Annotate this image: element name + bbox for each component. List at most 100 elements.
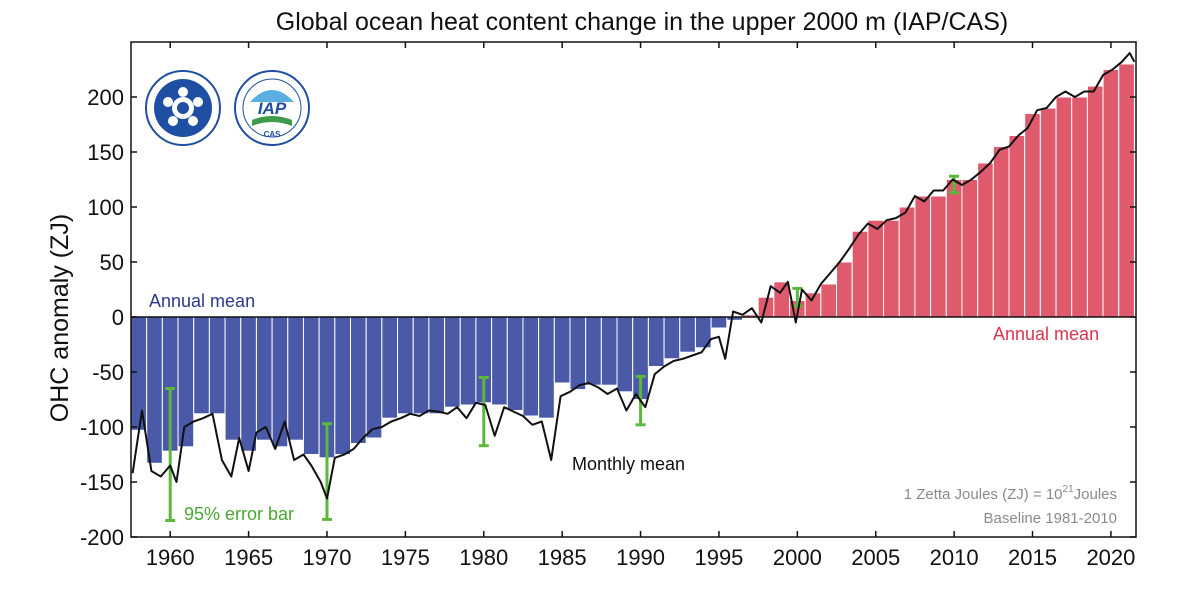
bar-2011 [961,179,979,318]
bar-2016 [1039,107,1057,318]
x-tick-label: 1975 [381,545,430,570]
x-axis: 1960 1965 1970 1975 1980 1985 1990 1995 2000 2005… [146,42,1135,570]
x-tick-label: 1970 [303,545,352,570]
bar-2003 [836,261,853,318]
error-bar-2000 [792,286,803,308]
bar-1975 [397,316,414,415]
x-tick-label: 2020 [1086,545,1135,570]
y-tick-label: -100 [80,415,124,440]
bar-1986 [569,316,587,391]
bar-1976 [412,316,430,415]
bar-1993 [679,316,696,353]
annual-mean-negative-label: Annual mean [149,291,255,311]
bar-1995 [710,316,728,329]
error-bar-1970 [321,422,332,521]
y-tick-label: 0 [112,305,124,330]
error-bar-label: 95% error bar [184,504,294,524]
bar-1977 [428,316,446,415]
bar-2004 [851,230,869,318]
error-bars [165,174,960,522]
x-tick-label: 1980 [459,545,508,570]
x-tick-label: 1985 [538,545,587,570]
x-tick-label: 2010 [930,545,979,570]
x-tick-label: 1965 [224,545,273,570]
units-note-prefix: 1 Zetta Joules (ZJ) = 10 [904,486,1063,503]
iap-logo: IAP CAS [234,70,310,146]
chart-title: Global ocean heat content change in the … [276,8,1008,36]
annual-bars [130,63,1135,464]
y-tick-label: 100 [87,195,124,220]
y-tick-label: -150 [80,470,124,495]
bar-1979 [459,316,477,406]
bar-1965 [240,316,257,452]
y-tick-label: 200 [87,85,124,110]
x-tick-label: 2005 [851,545,900,570]
bar-2013 [992,146,1010,318]
bar-1987 [585,316,602,386]
annual-mean-positive-label: Annual mean [993,324,1099,344]
error-bar-2010 [949,174,960,195]
bar-1959 [146,316,163,464]
bar-1969 [302,316,320,455]
bar-1981 [491,316,508,406]
bar-1978 [444,316,461,408]
bar-1968 [287,316,304,441]
bar-2006 [883,219,900,318]
bar-1983 [522,316,540,417]
bar-1973 [365,316,383,439]
baseline-note: Baseline 1981-2010 [984,510,1117,527]
bar-2010 [945,179,963,318]
bar-1999 [773,281,791,318]
bar-1963 [208,316,226,415]
x-tick-label: 1990 [616,545,665,570]
bar-1988 [600,316,618,386]
svg-text:IAP: IAP [258,99,287,118]
bar-1961 [177,316,195,448]
bar-1974 [381,316,399,419]
bar-2017 [1055,96,1073,318]
bar-2020 [1102,69,1120,318]
bar-2007 [898,206,916,318]
bar-1964 [224,316,242,441]
error-bar-1980 [478,376,489,448]
svg-text:CAS: CAS [264,130,282,139]
bar-1984 [538,316,555,419]
x-tick-label: 2015 [1008,545,1057,570]
error-bar-1960 [165,387,176,522]
bar-2009 [930,195,947,318]
bar-1962 [193,316,210,415]
cas-logo [145,70,221,146]
bar-2015 [1024,113,1041,318]
bar-1985 [553,316,571,384]
bar-1966 [255,316,273,441]
bar-1982 [506,316,524,411]
x-tick-label: 2000 [773,545,822,570]
bar-1992 [663,316,681,360]
bar-2008 [914,195,932,318]
bar-2014 [1008,135,1026,318]
x-tick-label: 1995 [694,545,743,570]
bar-2002 [820,283,838,318]
plot-frame [130,41,1137,538]
bar-1972 [350,316,367,444]
y-tick-label: 50 [100,250,124,275]
y-axis-label: OHC anomaly (ZJ) [46,214,74,422]
monthly-mean-line [131,52,1136,500]
y-tick-label: -200 [80,525,124,550]
units-note-exponent: 21 [1063,484,1075,495]
bar-1958 [130,316,148,431]
bar-1971 [334,316,352,455]
monthly-mean-label: Monthly mean [572,454,685,474]
bar-2021 [1118,63,1135,318]
units-note: 1 Zetta Joules (ZJ) = 1021Joules [904,484,1117,503]
bar-2012 [977,162,994,318]
y-tick-label: -50 [92,360,124,385]
bar-1989 [616,316,634,393]
bar-2018 [1071,96,1088,318]
x-tick-label: 1960 [146,545,195,570]
bar-1991 [647,316,665,367]
bar-2005 [867,219,885,318]
y-tick-label: 150 [87,140,124,165]
bar-2019 [1086,85,1104,318]
